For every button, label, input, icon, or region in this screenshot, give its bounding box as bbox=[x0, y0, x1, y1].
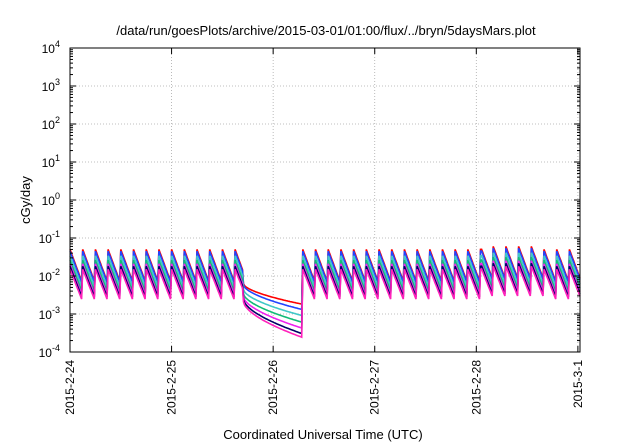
series-line-5 bbox=[69, 260, 581, 330]
series-layer bbox=[69, 246, 581, 339]
x-tick-label: 2015-2-25 bbox=[165, 360, 179, 415]
y-tick-label: 10-4 bbox=[39, 343, 60, 360]
x-tick-label: 2015-2-24 bbox=[63, 360, 77, 415]
series-line-6 bbox=[69, 263, 581, 335]
y-tick-label: 10-1 bbox=[39, 229, 60, 246]
x-tick-label: 2015-2-28 bbox=[469, 360, 483, 415]
series-line-4 bbox=[69, 256, 581, 324]
y-tick-label: 103 bbox=[42, 77, 60, 94]
y-tick-label: 101 bbox=[42, 153, 60, 170]
y-tick-label: 10-2 bbox=[39, 267, 60, 284]
x-tick-label: 2015-2-27 bbox=[368, 360, 382, 415]
grid bbox=[70, 48, 580, 352]
x-tick-label: 2015-3-1 bbox=[571, 360, 585, 408]
y-tick-label: 100 bbox=[42, 191, 60, 208]
y-tick-label: 102 bbox=[42, 115, 60, 132]
x-tick-label: 2015-2-26 bbox=[266, 360, 280, 415]
y-tick-label: 10-3 bbox=[39, 305, 60, 322]
chart-title: /data/run/goesPlots/archive/2015-03-01/0… bbox=[116, 23, 536, 38]
series-line-7 bbox=[69, 265, 581, 339]
series-line-3 bbox=[69, 252, 581, 317]
y-axis-title: cGy/day bbox=[18, 176, 33, 224]
y-tick-label: 104 bbox=[42, 39, 60, 56]
series-line-2 bbox=[69, 247, 581, 311]
axis-ticks: 10-4 10-3 10-2 10-1 100 101 102 103 104 2015-2-24… bbox=[39, 39, 585, 415]
x-axis-title: Coordinated Universal Time (UTC) bbox=[223, 427, 422, 442]
